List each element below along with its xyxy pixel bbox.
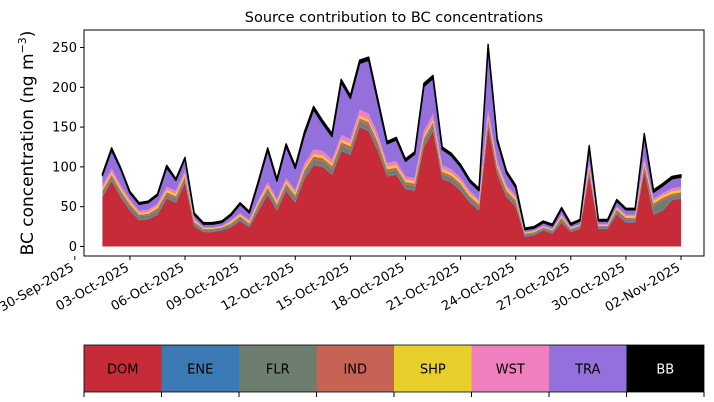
y-tick-label: 0 (69, 240, 77, 255)
y-tick-label: 150 (52, 121, 77, 136)
y-tick-label: 50 (60, 200, 77, 215)
y-tick-label: 200 (52, 81, 77, 96)
chart-title: Source contribution to BC concentrations (245, 10, 543, 26)
legend-swatch-dom (84, 345, 162, 392)
legend-colorbar: DOM ENE FLR IND SHP WST TRA BB (83, 344, 705, 397)
legend-swatch-bb (626, 345, 704, 392)
series-layer (101, 43, 682, 247)
series-area-bb (101, 43, 682, 231)
y-axis: 0 50 100 150 200 250 (52, 41, 84, 255)
legend-label-flr: FLR (266, 363, 290, 378)
series-area-dom (102, 127, 681, 247)
legend-swatch-shp (394, 345, 472, 392)
legend-swatch-wst (471, 345, 549, 392)
y-tick-label: 100 (52, 160, 77, 175)
legend-label-ene: ENE (187, 363, 213, 378)
y-tick-label: 250 (52, 41, 77, 56)
legend-label-wst: WST (496, 363, 525, 378)
legend-label-dom: DOM (107, 363, 138, 378)
legend-swatch-ene (161, 345, 239, 392)
legend-swatch-ind (316, 345, 394, 392)
legend-label-ind: IND (343, 363, 367, 378)
legend-label-shp: SHP (420, 363, 446, 378)
legend-label-bb: BB (656, 363, 674, 378)
legend-swatch-tra (549, 345, 627, 392)
legend-swatch-flr (239, 345, 317, 392)
x-axis: 30-Sep-202503-Oct-202506-Oct-202509-Oct-… (0, 256, 683, 315)
plot-frame (83, 29, 705, 257)
y-axis-label: BC concentration (ng m−3) (16, 31, 38, 256)
legend-label-tra: TRA (574, 363, 600, 378)
